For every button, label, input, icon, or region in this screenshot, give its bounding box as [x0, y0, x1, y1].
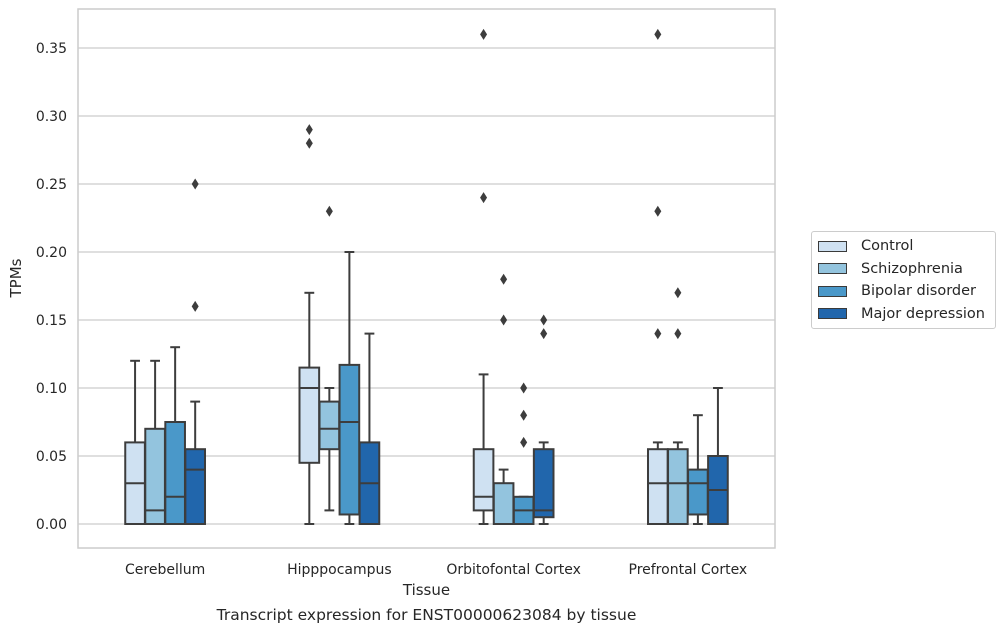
x-tick-label: Orbitofontal Cortex — [446, 562, 581, 578]
y-axis-ticks: 0.00 0.05 0.10 0.15 0.20 0.25 0.30 0.35 — [36, 41, 67, 533]
outlier-point — [520, 382, 528, 394]
box-body — [687, 468, 709, 516]
outlier-point — [480, 28, 488, 40]
outlier-point — [191, 300, 199, 312]
box-body — [338, 363, 361, 516]
box-body — [184, 448, 207, 526]
outlier-point — [654, 205, 662, 217]
legend-label: Major depression — [861, 305, 985, 322]
box-body — [472, 448, 495, 512]
outlier-point — [654, 28, 662, 40]
x-tick-label: Hipppocampus — [287, 562, 392, 578]
outlier-point — [520, 436, 528, 448]
box-2-3 — [532, 314, 555, 525]
box-3-1 — [667, 287, 689, 526]
box-2-1 — [492, 273, 515, 526]
plot-area-frame — [77, 8, 776, 549]
box-1-3 — [358, 332, 381, 525]
outlier-point — [520, 409, 528, 421]
legend: Control Schizophrenia Bipolar disorder Majo… — [811, 231, 996, 329]
box-body — [164, 421, 186, 525]
box-2-0 — [472, 28, 495, 525]
box-body — [646, 448, 669, 526]
legend-swatch — [818, 308, 847, 320]
legend-label: Schizophrenia — [861, 260, 963, 277]
box-2-2 — [512, 382, 535, 525]
outlier-point — [654, 328, 662, 340]
outlier-point — [674, 328, 682, 340]
outlier-point — [325, 205, 333, 217]
box-3-2 — [687, 414, 709, 525]
box-3-3 — [707, 387, 729, 525]
box-0-1 — [144, 359, 166, 525]
y-axis-label: TPMs — [7, 258, 25, 298]
chart-caption: Transcript expression for ENST0000062308… — [216, 606, 637, 624]
outlier-point — [191, 178, 199, 190]
legend-swatch — [818, 240, 847, 252]
legend-item: Control — [812, 235, 995, 258]
box-body — [492, 482, 515, 526]
box-body — [667, 448, 689, 526]
box-0-0 — [124, 359, 146, 525]
outlier-point — [540, 328, 548, 340]
legend-swatch — [818, 263, 847, 275]
box-1-1 — [318, 205, 341, 512]
outlier-point — [500, 314, 508, 326]
y-tick-label: 0.10 — [36, 381, 67, 397]
box-0-2 — [164, 346, 186, 525]
y-tick-label: 0.25 — [36, 177, 67, 193]
box-0-3 — [184, 178, 207, 526]
legend-swatch — [818, 285, 847, 297]
outlier-point — [540, 314, 548, 326]
legend-label: Control — [861, 238, 914, 255]
outlier-point — [305, 137, 313, 149]
legend-item: Schizophrenia — [812, 258, 995, 281]
legend-item: Bipolar disorder — [812, 280, 995, 303]
outlier-point — [480, 192, 488, 204]
box-series — [124, 28, 729, 526]
box-body — [532, 448, 555, 519]
y-tick-label: 0.05 — [36, 449, 67, 465]
outlier-point — [674, 287, 682, 299]
y-tick-label: 0.35 — [36, 41, 67, 57]
box-1-2 — [338, 251, 361, 525]
x-tick-label: Cerebellum — [125, 562, 205, 578]
legend-item: Major depression — [812, 303, 995, 326]
y-tick-label: 0.00 — [36, 517, 67, 533]
legend-label: Bipolar disorder — [861, 283, 976, 300]
y-tick-label: 0.30 — [36, 109, 67, 125]
y-tick-label: 0.15 — [36, 313, 67, 329]
box-1-0 — [298, 124, 321, 525]
x-tick-label: Prefrontal Cortex — [629, 562, 748, 578]
outlier-point — [305, 124, 313, 136]
box-body — [298, 366, 321, 464]
box-3-0 — [646, 28, 669, 526]
y-tick-label: 0.20 — [36, 245, 67, 261]
box-body — [318, 400, 341, 451]
x-axis-label: Tissue — [402, 581, 450, 599]
outlier-point — [500, 273, 508, 285]
x-axis-ticks: Cerebellum Hipppocampus Orbitofontal Corte… — [125, 562, 747, 578]
